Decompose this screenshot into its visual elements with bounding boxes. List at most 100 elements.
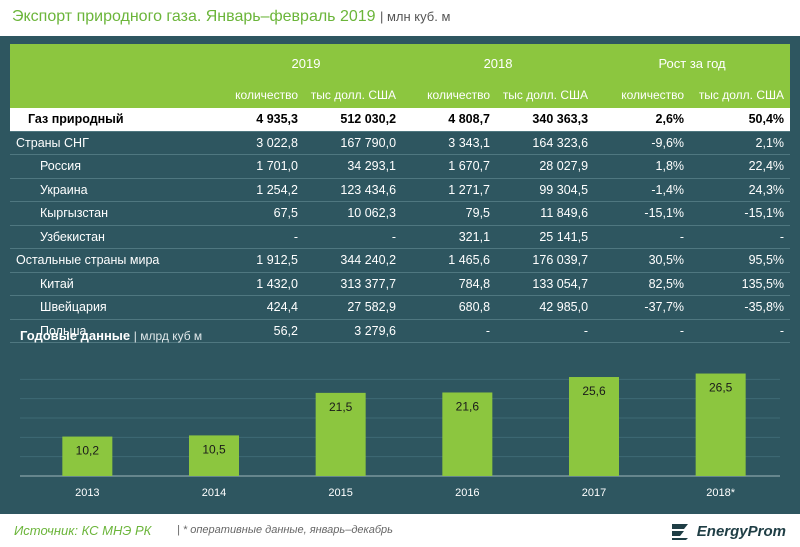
bar-value-label: 26,5 [709,381,733,395]
table-row: Китай 1 432,0 313 377,7 784,8 133 054,7 … [10,272,791,296]
subheader-col: тыс долл. США [496,82,595,108]
cell: 3 279,6 [304,319,403,343]
bar-value-label: 21,5 [329,400,353,414]
cell: -15,1% [690,201,791,226]
table-row: Остальные страны мира 1 912,5 344 240,2 … [10,248,791,273]
cell: 27 582,9 [304,295,403,320]
bar [189,435,239,476]
cell: 512 030,2 [304,108,403,132]
cell: 321,1 [402,225,497,249]
row-label: Остальные страны мира [10,248,210,273]
annual-bar-chart: 10,2 2013 10,5 2014 21,5 2015 21,6 2016 25,6 2017… [20,373,780,499]
bar-value-label: 10,2 [76,444,100,458]
chart-grid [20,378,780,458]
cell: 4 808,7 [402,108,497,132]
subheader-empty [10,82,210,108]
cell: 4 935,3 [210,108,304,132]
cell: 344 240,2 [304,248,403,273]
energyprom-logo-icon [671,524,688,540]
x-tick-label: 2018* [706,487,735,499]
row-label: Газ природный [10,108,210,132]
page-title: Экспорт природного газа. Январь–февраль … [12,8,450,26]
annual-unit: | млрд куб м [133,329,203,343]
x-tick-label: 2015 [328,487,352,499]
bar [62,436,113,476]
x-tick-label: 2014 [202,487,226,499]
cell: -15,1% [594,201,691,226]
title-unit: | млн куб. м [380,9,451,24]
table-subheader: количество тыс долл. США количество тыс … [10,82,791,108]
table-row: Узбекистан - - 321,1 25 141,5 - - [10,225,791,249]
cell: -9,6% [594,131,691,155]
cell: 123 434,6 [304,178,403,202]
cell: -37,7% [594,295,691,320]
bar-value-label: 21,6 [456,399,480,413]
cell: 10 062,3 [304,201,403,226]
cell: 1,8% [594,154,691,179]
group-2019: 2019 [210,44,403,82]
subheader-col: количество [210,82,304,108]
x-tick-label: 2016 [455,487,479,499]
cell: 67,5 [210,201,304,226]
table-row: Россия 1 701,0 34 293,1 1 670,7 28 027,9… [10,154,791,179]
cell: 1 432,0 [210,272,304,296]
cell: 176 039,7 [496,248,595,273]
cell: 1 254,2 [210,178,304,202]
cell: 50,4% [690,108,791,132]
cell: 99 304,5 [496,178,595,202]
cell: 34 293,1 [304,154,403,179]
row-label: Узбекистан [10,225,210,249]
cell: -35,8% [690,295,791,320]
row-label: Украина [10,178,210,202]
annual-section-title: Годовые данные | млрд куб м [20,328,202,343]
bar [442,392,493,476]
table-row: Польша 56,2 3 279,6 - - - - [10,319,791,343]
cell: 3 343,1 [402,131,497,155]
footer: Источник: КС МНЭ РК | * оперативные данн… [0,514,800,547]
table-row: Кыргызстан 67,5 10 062,3 79,5 11 849,6 -… [10,201,791,226]
cell: - [594,319,691,343]
cell: 135,5% [690,272,791,296]
cell: 42 985,0 [496,295,595,320]
cell: 680,8 [402,295,497,320]
group-growth: Рост за год [594,44,791,82]
cell: 25 141,5 [496,225,595,249]
bar [569,377,619,476]
table-group-header: 2019 2018 Рост за год [10,44,791,82]
cell: -1,4% [594,178,691,202]
brand-logo: EnergyProm [669,520,786,542]
subheader-col: количество [402,82,497,108]
cell: 56,2 [210,319,304,343]
row-label: Китай [10,272,210,296]
cell: 2,6% [594,108,691,132]
cell: 133 054,7 [496,272,595,296]
x-tick-label: 2013 [75,487,99,499]
table-row: Швейцария 424,4 27 582,9 680,8 42 985,0 … [10,295,791,320]
cell: 424,4 [210,295,304,320]
row-label: Польша [10,319,210,343]
row-label: Кыргызстан [10,201,210,226]
table-row: Газ природный 4 935,3 512 030,2 4 808,7 … [10,108,791,132]
subheader-col: тыс долл. США [304,82,403,108]
annual-title: Годовые данные [20,328,131,343]
bar-value-label: 10,5 [202,442,226,456]
footnote-text: | * оперативные данные, январь–декабрь [177,524,393,536]
export-table: 2019 2018 Рост за год количество тыс дол… [10,44,791,343]
brand-name: EnergyProm [696,522,786,540]
cell: 340 363,3 [496,108,595,132]
cell: 2,1% [690,131,791,155]
cell: 24,3% [690,178,791,202]
cell: 79,5 [402,201,497,226]
cell: - [594,225,691,249]
row-label: Россия [10,154,210,179]
table-row: Украина 1 254,2 123 434,6 1 271,7 99 304… [10,178,791,202]
cell: 28 027,9 [496,154,595,179]
title-bar: Экспорт природного газа. Январь–февраль … [0,0,800,36]
cell: 1 670,7 [402,154,497,179]
cell: - [304,225,403,249]
subheader-col: количество [594,82,691,108]
header-empty [10,44,210,82]
group-2018: 2018 [402,44,595,82]
cell: 1 271,7 [402,178,497,202]
